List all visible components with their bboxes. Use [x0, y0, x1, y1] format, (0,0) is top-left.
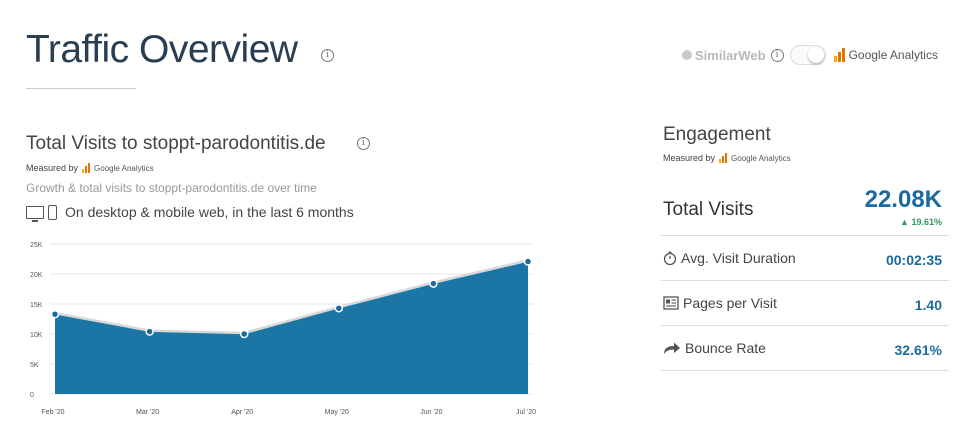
google-analytics-label: Google Analytics [94, 163, 154, 173]
device-filter-text: On desktop & mobile web, in the last 6 m… [26, 204, 354, 222]
data-point[interactable] [239, 329, 249, 339]
pages-per-visit-value: 1.40 [914, 297, 942, 313]
google-analytics-badge: Google Analytics [833, 48, 938, 62]
bounce-arrow-icon [664, 342, 680, 354]
data-point[interactable] [50, 309, 60, 319]
data-point[interactable] [523, 257, 533, 266]
x-tick-label: Jun '20 [420, 409, 442, 416]
info-icon[interactable]: i [321, 49, 334, 62]
y-tick-label: 20K [30, 272, 43, 279]
row-label: Bounce Rate [685, 340, 766, 356]
bounce-rate-value: 32.61% [894, 342, 942, 358]
similarweb-info-icon[interactable]: i [770, 48, 784, 62]
google-analytics-label: Google Analytics [731, 153, 791, 163]
x-tick-label: Feb '20 [41, 409, 64, 416]
measured-by-label: Measured by [663, 153, 716, 163]
avg-visit-duration-label: Avg. Visit Duration [663, 250, 796, 266]
visits-area-chart: 0 5K 10K 15K 20K 25K Feb '20 Mar '20 Apr '20 May … [30, 242, 536, 416]
bounce-rate-label: Bounce Rate [663, 340, 766, 356]
mobile-icon [48, 204, 57, 220]
page-title: Traffic Overview [26, 28, 298, 71]
change-value: 19.61% [911, 217, 942, 227]
total-visits-value: 22.08K [864, 186, 942, 213]
y-tick-label: 25K [30, 242, 43, 249]
device-text: On desktop & mobile web, in the last 6 m… [65, 204, 354, 220]
pages-icon [663, 296, 679, 310]
x-tick-label: Jul '20 [516, 409, 536, 416]
engagement-measured-by: Measured by Google Analytics [663, 153, 791, 163]
similarweb-label: SimilarWeb [695, 47, 766, 63]
google-analytics-icon [82, 163, 91, 173]
visits-line [54, 259, 529, 335]
visits-area [55, 261, 528, 394]
data-source-toggle[interactable] [789, 45, 826, 65]
title-divider [26, 88, 136, 89]
row-label: Avg. Visit Duration [681, 250, 796, 266]
x-tick-label: May '20 [325, 409, 349, 416]
total-visits-change: ▲ 19.61% [900, 217, 942, 227]
bounce-rate-row: Bounce Rate 32.61% [661, 326, 949, 371]
data-point[interactable] [334, 303, 344, 313]
total-visits-title: Total Visits to stoppt-parodontitis.de [26, 133, 326, 154]
similarweb-icon [682, 50, 692, 60]
data-point[interactable] [145, 327, 154, 336]
total-visits-row: Total Visits 22.08K ▲ 19.61% [661, 178, 949, 236]
x-tick-label: Mar '20 [136, 409, 159, 416]
google-analytics-label: Google Analytics [848, 48, 938, 62]
data-source-switch: SimilarWeb i Google Analytics [682, 44, 938, 66]
measured-by-label: Measured by [26, 163, 79, 173]
pages-per-visit-label: Pages per Visit [663, 295, 777, 311]
total-visits-label: Total Visits [663, 199, 754, 220]
y-tick-label: 15K [30, 302, 43, 309]
stopwatch-icon [663, 251, 677, 265]
engagement-title: Engagement [663, 124, 771, 145]
desktop-icon [26, 205, 44, 222]
change-up-icon: ▲ [900, 217, 909, 227]
y-tick-label: 5K [30, 362, 39, 369]
google-analytics-icon [833, 48, 846, 62]
toggle-knob [807, 47, 824, 63]
google-analytics-icon [719, 153, 728, 163]
similarweb-logo: SimilarWeb [682, 48, 766, 63]
visits-info-icon[interactable]: i [357, 137, 370, 150]
avg-visit-duration-value: 00:02:35 [885, 252, 942, 268]
data-point[interactable] [429, 279, 438, 288]
visits-subtitle: Growth & total visits to stoppt-parodont… [26, 181, 317, 195]
y-tick-label: 0 [30, 392, 34, 399]
y-tick-label: 10K [30, 332, 43, 339]
avg-visit-duration-row: Avg. Visit Duration 00:02:35 [661, 236, 949, 281]
x-tick-label: Apr '20 [231, 409, 253, 416]
row-label: Pages per Visit [683, 295, 777, 311]
pages-per-visit-row: Pages per Visit 1.40 [661, 281, 949, 326]
measured-by: Measured by Google Analytics [26, 163, 154, 173]
